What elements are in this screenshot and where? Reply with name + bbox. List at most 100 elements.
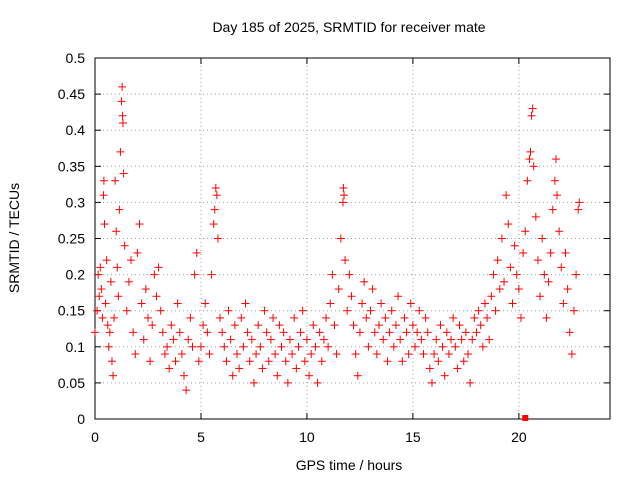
data-point <box>96 263 105 272</box>
y-tick-label: 0.2 <box>66 267 86 283</box>
data-point <box>430 350 439 359</box>
data-point <box>434 357 443 366</box>
data-point <box>317 357 326 366</box>
data-point <box>241 299 250 308</box>
data-point <box>222 357 231 366</box>
data-point <box>163 342 172 351</box>
data-point <box>519 248 528 257</box>
data-point <box>180 371 189 380</box>
data-point <box>209 220 218 229</box>
data-point <box>154 263 163 272</box>
data-point <box>262 328 271 337</box>
data-point <box>449 313 458 322</box>
data-point <box>521 227 530 236</box>
data-point <box>340 191 349 200</box>
data-point <box>113 263 122 272</box>
data-point <box>565 328 574 337</box>
data-point <box>338 198 347 207</box>
data-point <box>124 277 133 286</box>
data-point <box>453 364 462 373</box>
data-point <box>508 299 517 308</box>
data-point <box>442 328 451 337</box>
data-point <box>97 285 106 294</box>
data-point <box>186 313 195 322</box>
data-point <box>396 335 405 344</box>
data-point <box>173 299 182 308</box>
data-point <box>372 350 381 359</box>
data-point <box>99 176 108 185</box>
data-point <box>93 306 102 315</box>
data-point <box>569 306 578 315</box>
data-point <box>107 357 116 366</box>
data-point <box>440 371 449 380</box>
data-point <box>260 306 269 315</box>
data-point <box>305 371 314 380</box>
data-point <box>328 270 337 279</box>
data-point <box>224 306 233 315</box>
data-point <box>226 335 235 344</box>
data-point <box>353 371 362 380</box>
data-point <box>546 248 555 257</box>
data-point <box>406 299 415 308</box>
data-point <box>148 321 157 330</box>
data-point <box>122 306 131 315</box>
data-point <box>118 111 127 120</box>
data-point <box>351 350 360 359</box>
data-point <box>413 328 422 337</box>
data-point <box>100 220 109 229</box>
data-point <box>345 270 354 279</box>
data-point <box>243 328 252 337</box>
data-point <box>510 241 519 250</box>
y-tick-label: 0.15 <box>58 303 85 319</box>
data-point <box>273 371 282 380</box>
data-point <box>298 306 307 315</box>
data-point <box>470 313 479 322</box>
data-point <box>559 299 568 308</box>
data-point <box>567 350 576 359</box>
data-point <box>343 306 352 315</box>
data-point <box>283 378 292 387</box>
data-point <box>167 321 176 330</box>
data-point <box>171 357 180 366</box>
data-point <box>464 350 473 359</box>
data-point <box>279 328 288 337</box>
data-point <box>398 357 407 366</box>
data-point <box>553 191 562 200</box>
data-point <box>288 350 297 359</box>
data-point <box>385 328 394 337</box>
data-point <box>425 364 434 373</box>
x-tick-label: 5 <box>197 429 205 445</box>
data-point <box>555 227 564 236</box>
data-point <box>269 313 278 322</box>
data-point <box>165 364 174 373</box>
data-points <box>91 82 584 395</box>
data-point <box>326 299 335 308</box>
data-point <box>218 328 227 337</box>
data-point <box>332 350 341 359</box>
y-axis-label: SRMTID / TECUs <box>6 183 22 293</box>
data-point <box>402 328 411 337</box>
data-point <box>572 270 581 279</box>
data-point <box>117 97 126 106</box>
y-tick-label: 0.5 <box>66 50 86 66</box>
data-point <box>188 342 197 351</box>
data-point <box>239 342 248 351</box>
data-point <box>177 350 186 359</box>
data-point <box>444 350 453 359</box>
data-point <box>146 357 155 366</box>
data-point <box>461 328 470 337</box>
data-point <box>133 248 142 257</box>
data-point <box>111 176 120 185</box>
data-point <box>207 270 216 279</box>
data-point <box>563 285 572 294</box>
data-point <box>131 350 140 359</box>
data-point <box>438 342 447 351</box>
data-point <box>377 299 386 308</box>
data-point <box>374 321 383 330</box>
data-point <box>190 270 199 279</box>
data-point <box>489 270 498 279</box>
data-point <box>478 342 487 351</box>
data-point <box>383 357 392 366</box>
data-point <box>156 306 165 315</box>
